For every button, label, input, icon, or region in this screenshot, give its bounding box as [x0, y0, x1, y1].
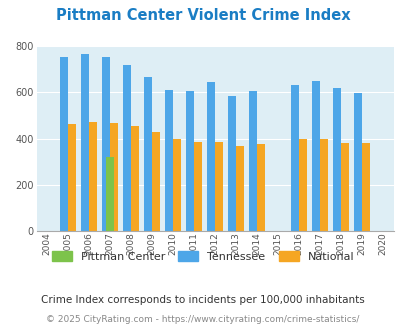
Bar: [110, 123, 118, 231]
Bar: [165, 90, 173, 231]
Bar: [249, 91, 257, 231]
Text: © 2025 CityRating.com - https://www.cityrating.com/crime-statistics/: © 2025 CityRating.com - https://www.city…: [46, 315, 359, 324]
Bar: [60, 57, 68, 231]
Bar: [354, 93, 361, 231]
Text: Crime Index corresponds to incidents per 100,000 inhabitants: Crime Index corresponds to incidents per…: [41, 295, 364, 305]
Bar: [320, 139, 327, 231]
Bar: [333, 88, 341, 231]
Bar: [361, 143, 369, 231]
Bar: [228, 96, 236, 231]
Legend: Pittman Center, Tennessee, National: Pittman Center, Tennessee, National: [47, 247, 358, 267]
Bar: [290, 85, 298, 231]
Bar: [257, 144, 264, 231]
Text: Pittman Center Violent Crime Index: Pittman Center Violent Crime Index: [55, 8, 350, 23]
Bar: [131, 126, 139, 231]
Bar: [68, 123, 76, 231]
Bar: [186, 90, 194, 231]
Bar: [207, 82, 215, 231]
Bar: [81, 54, 89, 231]
Bar: [298, 139, 307, 231]
Bar: [89, 121, 97, 231]
Bar: [311, 81, 320, 231]
Bar: [194, 142, 202, 231]
Bar: [173, 139, 181, 231]
Bar: [152, 132, 160, 231]
Bar: [106, 157, 114, 231]
Bar: [123, 65, 131, 231]
Bar: [215, 142, 223, 231]
Bar: [341, 143, 348, 231]
Bar: [144, 77, 152, 231]
Bar: [236, 146, 243, 231]
Bar: [102, 57, 110, 231]
